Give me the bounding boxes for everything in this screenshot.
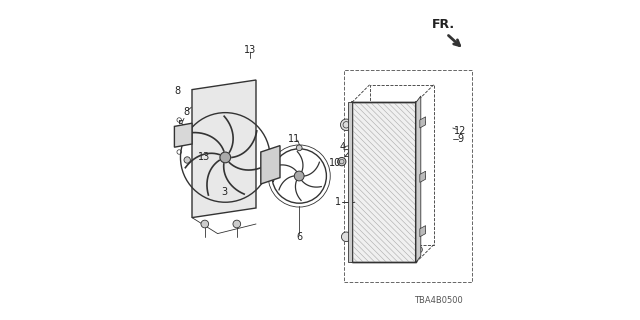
Text: 11: 11 (288, 134, 301, 144)
Text: 2: 2 (343, 148, 349, 159)
Polygon shape (420, 226, 426, 237)
Polygon shape (416, 96, 421, 262)
Circle shape (184, 157, 191, 163)
Text: FR.: FR. (431, 18, 455, 30)
Polygon shape (352, 102, 416, 262)
Circle shape (420, 174, 426, 179)
Circle shape (262, 157, 278, 173)
Text: 6: 6 (296, 232, 302, 242)
Circle shape (296, 145, 302, 151)
Text: 1: 1 (335, 196, 340, 207)
Text: 13: 13 (198, 152, 211, 163)
Circle shape (420, 229, 426, 233)
Circle shape (294, 171, 304, 181)
Polygon shape (174, 123, 192, 147)
Polygon shape (261, 146, 280, 184)
Circle shape (416, 246, 422, 253)
Polygon shape (420, 171, 426, 182)
Circle shape (340, 119, 352, 131)
Circle shape (220, 152, 230, 163)
Text: TBA4B0500: TBA4B0500 (414, 296, 463, 305)
Text: 7: 7 (271, 174, 276, 184)
Circle shape (201, 220, 209, 228)
Text: 13: 13 (244, 44, 257, 55)
Text: 9: 9 (457, 134, 463, 144)
Text: 4: 4 (339, 142, 346, 152)
Text: 10: 10 (329, 158, 342, 168)
Polygon shape (348, 102, 352, 262)
Text: 8: 8 (183, 107, 189, 117)
Polygon shape (420, 117, 426, 128)
Text: 5: 5 (177, 120, 183, 130)
Text: 12: 12 (454, 126, 467, 136)
Circle shape (233, 220, 241, 228)
Text: 8: 8 (175, 86, 180, 96)
Circle shape (420, 120, 426, 124)
Circle shape (337, 157, 346, 166)
Circle shape (342, 232, 351, 242)
Text: 3: 3 (221, 187, 227, 197)
Circle shape (266, 161, 274, 169)
Polygon shape (192, 80, 256, 218)
